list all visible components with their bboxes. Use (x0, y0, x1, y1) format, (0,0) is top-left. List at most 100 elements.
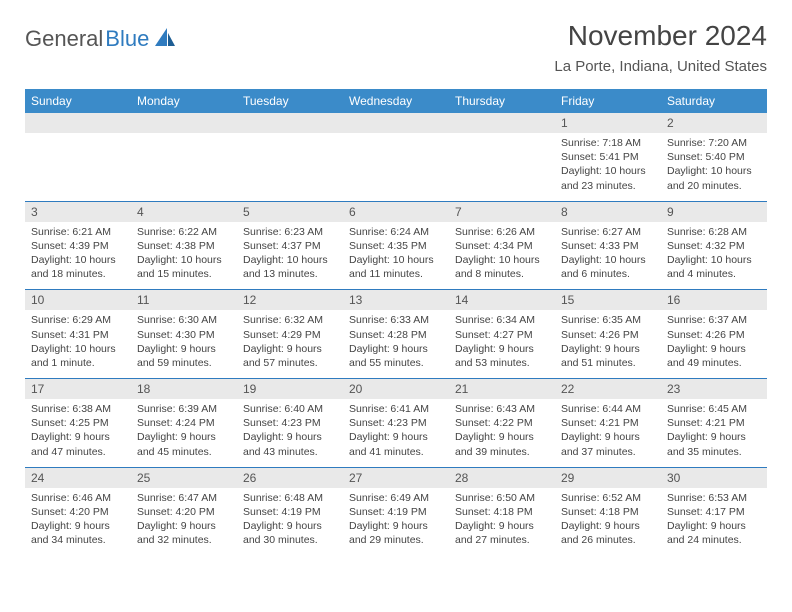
day-cell: Sunrise: 6:27 AMSunset: 4:33 PMDaylight:… (555, 222, 661, 290)
daylight-text: Daylight: 9 hours and 45 minutes. (137, 430, 231, 458)
daylight-text: Daylight: 9 hours and 35 minutes. (667, 430, 761, 458)
sunset-text: Sunset: 4:25 PM (31, 416, 125, 430)
month-title: November 2024 (554, 20, 767, 52)
sunrise-text: Sunrise: 6:52 AM (561, 491, 655, 505)
day-number: 26 (237, 467, 343, 488)
sunset-text: Sunset: 4:23 PM (349, 416, 443, 430)
day-number: 20 (343, 379, 449, 400)
day-number (25, 113, 131, 133)
day-cell: Sunrise: 6:46 AMSunset: 4:20 PMDaylight:… (25, 488, 131, 556)
day-number: 7 (449, 201, 555, 222)
sunset-text: Sunset: 4:30 PM (137, 328, 231, 342)
location: La Porte, Indiana, United States (554, 58, 767, 75)
day-content-row: Sunrise: 6:46 AMSunset: 4:20 PMDaylight:… (25, 488, 767, 556)
sunset-text: Sunset: 4:26 PM (561, 328, 655, 342)
day-number: 28 (449, 467, 555, 488)
daylight-text: Daylight: 10 hours and 15 minutes. (137, 253, 231, 281)
sunrise-text: Sunrise: 6:44 AM (561, 402, 655, 416)
day-cell: Sunrise: 6:48 AMSunset: 4:19 PMDaylight:… (237, 488, 343, 556)
calendar-header-row: SundayMondayTuesdayWednesdayThursdayFrid… (25, 89, 767, 113)
day-cell: Sunrise: 7:18 AMSunset: 5:41 PMDaylight:… (555, 133, 661, 201)
day-number: 23 (661, 379, 767, 400)
day-cell: Sunrise: 6:53 AMSunset: 4:17 PMDaylight:… (661, 488, 767, 556)
daylight-text: Daylight: 10 hours and 4 minutes. (667, 253, 761, 281)
sunset-text: Sunset: 4:32 PM (667, 239, 761, 253)
daylight-text: Daylight: 9 hours and 47 minutes. (31, 430, 125, 458)
sunset-text: Sunset: 5:40 PM (667, 150, 761, 164)
day-cell: Sunrise: 6:52 AMSunset: 4:18 PMDaylight:… (555, 488, 661, 556)
sunset-text: Sunset: 4:29 PM (243, 328, 337, 342)
sunrise-text: Sunrise: 6:29 AM (31, 313, 125, 327)
day-cell: Sunrise: 6:37 AMSunset: 4:26 PMDaylight:… (661, 310, 767, 378)
day-cell: Sunrise: 6:34 AMSunset: 4:27 PMDaylight:… (449, 310, 555, 378)
day-cell: Sunrise: 6:21 AMSunset: 4:39 PMDaylight:… (25, 222, 131, 290)
day-number: 4 (131, 201, 237, 222)
day-cell (343, 133, 449, 201)
day-number-row: 3456789 (25, 201, 767, 222)
weekday-header: Wednesday (343, 89, 449, 113)
sunset-text: Sunset: 4:17 PM (667, 505, 761, 519)
weekday-header: Monday (131, 89, 237, 113)
day-content-row: Sunrise: 6:21 AMSunset: 4:39 PMDaylight:… (25, 222, 767, 290)
daylight-text: Daylight: 9 hours and 43 minutes. (243, 430, 337, 458)
day-cell: Sunrise: 6:47 AMSunset: 4:20 PMDaylight:… (131, 488, 237, 556)
day-number (237, 113, 343, 133)
sunrise-text: Sunrise: 6:46 AM (31, 491, 125, 505)
daylight-text: Daylight: 10 hours and 8 minutes. (455, 253, 549, 281)
day-number: 2 (661, 113, 767, 133)
sunrise-text: Sunrise: 6:53 AM (667, 491, 761, 505)
daylight-text: Daylight: 9 hours and 55 minutes. (349, 342, 443, 370)
day-cell (449, 133, 555, 201)
sunset-text: Sunset: 4:21 PM (667, 416, 761, 430)
day-number (131, 113, 237, 133)
daylight-text: Daylight: 10 hours and 18 minutes. (31, 253, 125, 281)
sunset-text: Sunset: 4:39 PM (31, 239, 125, 253)
day-cell: Sunrise: 6:22 AMSunset: 4:38 PMDaylight:… (131, 222, 237, 290)
header: GeneralBlue November 2024 La Porte, Indi… (25, 20, 767, 75)
sunrise-text: Sunrise: 6:43 AM (455, 402, 549, 416)
day-number: 18 (131, 379, 237, 400)
day-number: 22 (555, 379, 661, 400)
sunset-text: Sunset: 4:28 PM (349, 328, 443, 342)
sunrise-text: Sunrise: 6:49 AM (349, 491, 443, 505)
day-cell: Sunrise: 6:24 AMSunset: 4:35 PMDaylight:… (343, 222, 449, 290)
sunrise-text: Sunrise: 6:40 AM (243, 402, 337, 416)
day-number-row: 24252627282930 (25, 467, 767, 488)
sunrise-text: Sunrise: 6:34 AM (455, 313, 549, 327)
daylight-text: Daylight: 9 hours and 32 minutes. (137, 519, 231, 547)
daylight-text: Daylight: 9 hours and 59 minutes. (137, 342, 231, 370)
sunrise-text: Sunrise: 6:32 AM (243, 313, 337, 327)
day-number: 16 (661, 290, 767, 311)
sunset-text: Sunset: 5:41 PM (561, 150, 655, 164)
sunset-text: Sunset: 4:27 PM (455, 328, 549, 342)
day-cell: Sunrise: 6:23 AMSunset: 4:37 PMDaylight:… (237, 222, 343, 290)
sunrise-text: Sunrise: 6:27 AM (561, 225, 655, 239)
day-number: 25 (131, 467, 237, 488)
daylight-text: Daylight: 9 hours and 57 minutes. (243, 342, 337, 370)
day-cell: Sunrise: 6:50 AMSunset: 4:18 PMDaylight:… (449, 488, 555, 556)
day-number: 15 (555, 290, 661, 311)
day-cell: Sunrise: 6:44 AMSunset: 4:21 PMDaylight:… (555, 399, 661, 467)
day-number: 12 (237, 290, 343, 311)
logo: GeneralBlue (25, 20, 177, 52)
sunset-text: Sunset: 4:18 PM (561, 505, 655, 519)
day-number-row: 10111213141516 (25, 290, 767, 311)
sunrise-text: Sunrise: 6:23 AM (243, 225, 337, 239)
day-cell: Sunrise: 6:32 AMSunset: 4:29 PMDaylight:… (237, 310, 343, 378)
sunset-text: Sunset: 4:19 PM (349, 505, 443, 519)
daylight-text: Daylight: 9 hours and 53 minutes. (455, 342, 549, 370)
sunrise-text: Sunrise: 6:26 AM (455, 225, 549, 239)
day-cell: Sunrise: 6:43 AMSunset: 4:22 PMDaylight:… (449, 399, 555, 467)
daylight-text: Daylight: 9 hours and 27 minutes. (455, 519, 549, 547)
daylight-text: Daylight: 9 hours and 24 minutes. (667, 519, 761, 547)
logo-general: General (25, 26, 103, 52)
daylight-text: Daylight: 10 hours and 20 minutes. (667, 164, 761, 192)
day-number: 1 (555, 113, 661, 133)
daylight-text: Daylight: 9 hours and 39 minutes. (455, 430, 549, 458)
sunset-text: Sunset: 4:21 PM (561, 416, 655, 430)
sunrise-text: Sunrise: 6:39 AM (137, 402, 231, 416)
day-number: 13 (343, 290, 449, 311)
sunset-text: Sunset: 4:33 PM (561, 239, 655, 253)
sunrise-text: Sunrise: 6:33 AM (349, 313, 443, 327)
calendar-page: GeneralBlue November 2024 La Porte, Indi… (0, 0, 792, 575)
